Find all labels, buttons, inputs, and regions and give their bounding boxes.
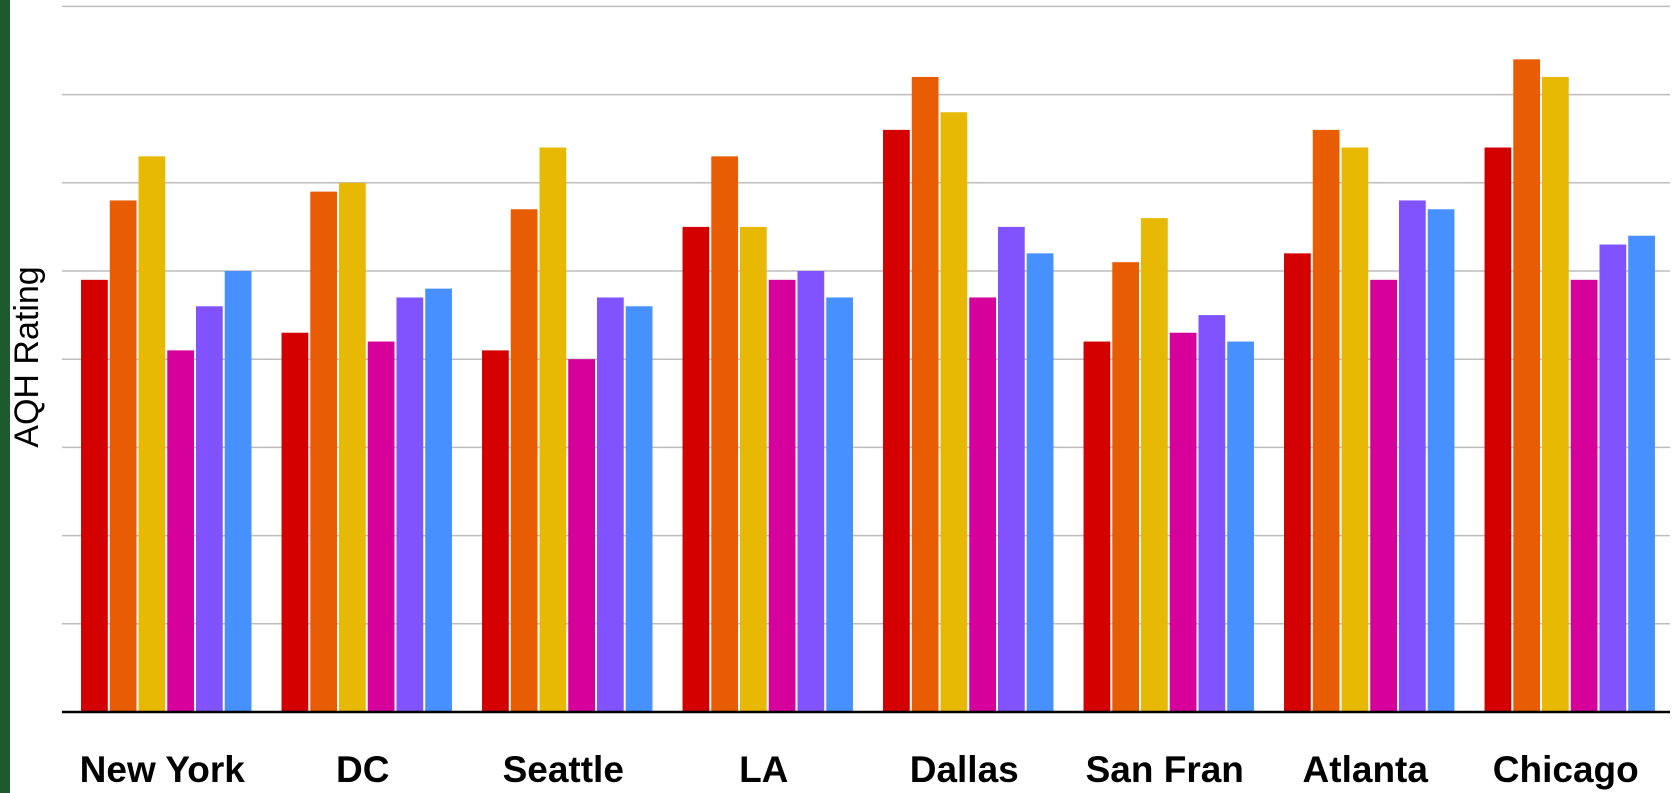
bar: [1628, 235, 1655, 712]
x-tick-label: Chicago: [1493, 749, 1639, 790]
bar: [425, 288, 452, 712]
bar: [1570, 279, 1598, 712]
bar: [1599, 244, 1627, 713]
bar: [1112, 262, 1140, 712]
bar: [797, 271, 825, 712]
bar: [740, 226, 767, 712]
bar: [367, 341, 395, 712]
bar: [768, 279, 796, 712]
bar: [396, 297, 424, 712]
bar: [224, 271, 252, 712]
bar: [482, 350, 509, 712]
bar: [310, 191, 338, 712]
bar: [1083, 341, 1111, 712]
bar: [1026, 253, 1054, 713]
bar: [1427, 209, 1455, 712]
bar: [195, 306, 223, 712]
bar: [81, 279, 108, 712]
bar: [1141, 218, 1168, 712]
bar: [281, 332, 309, 712]
bar: [997, 226, 1025, 712]
bar: [539, 147, 567, 712]
bar: [109, 200, 137, 712]
bar: [1484, 147, 1512, 712]
bar: [1227, 341, 1254, 712]
bar: [1169, 332, 1197, 712]
bar: [883, 129, 910, 712]
x-tick-label: New York: [80, 749, 246, 790]
x-tick-label: LA: [739, 749, 788, 790]
bar: [167, 350, 194, 712]
bar: [596, 297, 624, 712]
bar: [1398, 200, 1426, 712]
bar: [510, 209, 538, 712]
bar: [1312, 129, 1340, 712]
bar: [911, 76, 939, 712]
x-tick-label: Dallas: [910, 749, 1019, 790]
bar: [826, 297, 853, 712]
x-tick-label: Seattle: [503, 749, 624, 790]
bar: [682, 226, 710, 712]
x-tick-label: San Fran: [1086, 749, 1244, 790]
y-axis-label: AQH Rating: [8, 266, 46, 447]
bar: [568, 359, 595, 712]
bar: [1542, 76, 1569, 712]
bar: [339, 182, 366, 713]
bar: [1513, 59, 1541, 712]
x-tick-label: DC: [336, 749, 389, 790]
bar: [1370, 279, 1397, 712]
bar: [940, 112, 968, 713]
bar: [711, 156, 739, 713]
bar: [1284, 253, 1311, 713]
bar: [1341, 147, 1369, 712]
bar: [969, 297, 996, 712]
bar: [138, 156, 166, 713]
bar: [1198, 315, 1226, 712]
x-tick-label: Atlanta: [1303, 749, 1429, 790]
bar: [625, 306, 653, 712]
side-strip: [0, 0, 10, 793]
